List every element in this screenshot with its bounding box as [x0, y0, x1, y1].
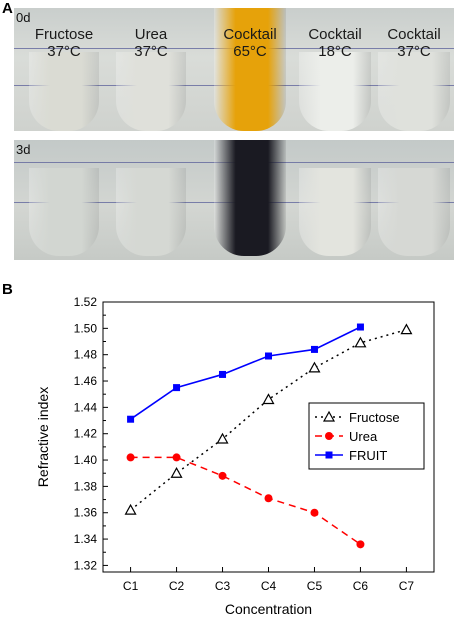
x-tick-label: C5 — [307, 579, 323, 593]
data-point-fruit — [173, 384, 181, 392]
tube-label: Cocktail 65°C — [223, 26, 277, 60]
y-tick-label: 1.46 — [74, 374, 98, 388]
tube — [214, 140, 286, 256]
tube — [29, 168, 99, 256]
y-tick-label: 1.48 — [74, 348, 98, 362]
data-point-fructose — [124, 503, 137, 515]
series-line-urea — [130, 456, 361, 545]
data-point-fructose — [170, 466, 183, 478]
data-point-fructose — [216, 432, 229, 444]
data-point-fructose — [322, 410, 336, 422]
data-point-urea — [264, 494, 273, 503]
y-tick-label: 1.32 — [74, 558, 98, 572]
data-point-fruit — [310, 345, 318, 353]
data-point-fructose — [354, 336, 367, 348]
photo-day-0: 0d Fructose 37°C Urea 37°C Cocktail 65°C Co… — [14, 8, 454, 131]
panel-a-letter: A — [2, 0, 13, 17]
panel-b-letter: B — [2, 281, 13, 298]
data-point-urea — [218, 471, 227, 480]
data-point-fruit — [127, 415, 135, 423]
y-tick-label: 1.50 — [74, 321, 98, 335]
tube — [116, 168, 186, 256]
y-tick-label: 1.34 — [74, 532, 98, 546]
x-axis-label: Concentration — [225, 601, 312, 617]
data-point-urea — [356, 540, 365, 549]
data-point-fruit — [325, 451, 333, 459]
tube — [378, 168, 450, 256]
tube — [116, 52, 186, 131]
data-point-fructose — [400, 323, 413, 335]
data-point-fruit — [356, 323, 364, 331]
day-label: 3d — [16, 142, 31, 157]
y-tick-label: 1.44 — [74, 400, 98, 414]
tube — [214, 8, 286, 131]
day-label: 0d — [16, 10, 31, 25]
legend-label: FRUIT — [349, 448, 387, 463]
data-point-urea — [310, 508, 319, 517]
data-point-fruit — [219, 370, 227, 378]
x-tick-label: C3 — [215, 579, 231, 593]
data-point-fruit — [265, 352, 272, 360]
data-point-fructose — [308, 361, 321, 373]
x-tick-label: C1 — [123, 579, 139, 593]
data-point-urea — [172, 453, 181, 462]
x-tick-label: C6 — [353, 579, 369, 593]
tube-label: Cocktail 37°C — [387, 26, 441, 60]
y-tick-label: 1.36 — [74, 506, 98, 520]
series-line-fruit — [130, 326, 361, 420]
tube — [299, 52, 371, 131]
data-point-fructose — [262, 393, 275, 405]
tube-label: Urea 37°C — [134, 26, 168, 60]
tube — [378, 52, 450, 131]
chart-svg: 1.32 1.34 1.36 1.38 1.40 1.42 1.44 1.46 1.48 1.50… — [35, 295, 435, 617]
x-tick-label: C7 — [399, 579, 415, 593]
y-tick-label: 1.40 — [74, 453, 98, 467]
x-tick-label: C4 — [261, 579, 277, 593]
x-tick-label: C2 — [169, 579, 185, 593]
legend-label: Urea — [349, 429, 378, 444]
y-tick-label: 1.52 — [74, 295, 98, 309]
refractive-index-chart: 1.32 1.34 1.36 1.38 1.40 1.42 1.44 1.46 1.48 1.50… — [0, 290, 454, 619]
y-tick-label: 1.38 — [74, 479, 98, 493]
data-point-urea — [126, 453, 135, 462]
data-point-urea — [325, 432, 333, 440]
photo-day-3: 3d — [14, 140, 454, 260]
legend-label: Fructose — [349, 410, 400, 425]
tube-label: Fructose 37°C — [34, 26, 94, 60]
tube — [299, 168, 371, 256]
y-axis-label: Refractive index — [35, 387, 51, 487]
y-tick-label: 1.42 — [74, 427, 98, 441]
tube — [29, 52, 99, 131]
tube-label: Cocktail 18°C — [308, 26, 362, 60]
